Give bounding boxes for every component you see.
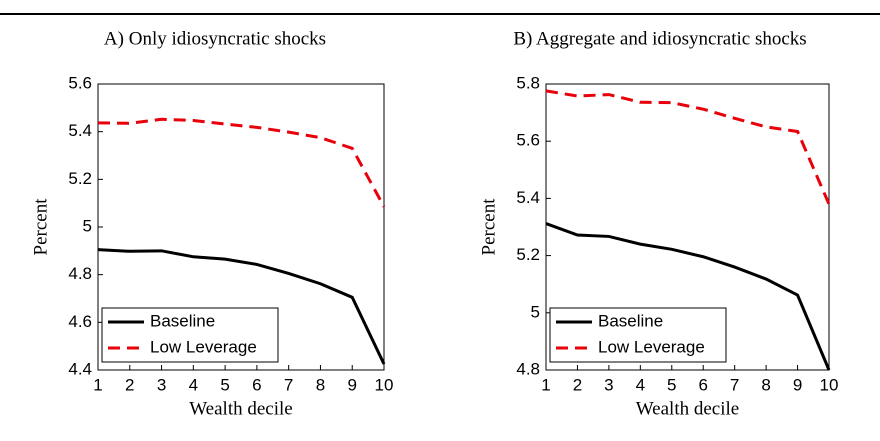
y-axis-label: Percent (30, 198, 51, 256)
y-tick-label: 4.8 (516, 359, 540, 378)
x-tick-label: 3 (157, 375, 166, 394)
legend-label: Low Leverage (598, 337, 705, 356)
x-tick-label: 6 (252, 375, 261, 394)
legend-label: Baseline (598, 311, 663, 330)
y-axis-label: Percent (478, 198, 499, 256)
y-tick-label: 5.6 (516, 131, 540, 150)
series-line (97, 248, 386, 365)
x-tick-label: 4 (636, 375, 645, 394)
x-tick-label: 10 (375, 375, 394, 394)
panel: A) Only idiosyncratic shocks 4.4 4.6 4.8 5 5.… (30, 28, 393, 419)
x-tick-label: 9 (793, 375, 802, 394)
y-tick-label: 5 (531, 302, 540, 321)
x-tick-label: 8 (761, 375, 770, 394)
y-tick-label: 5.6 (68, 73, 92, 92)
panel-title: B) Aggregate and idiosyncratic shocks (513, 28, 806, 49)
panel-title: A) Only idiosyncratic shocks (104, 28, 326, 49)
series-line (97, 117, 386, 208)
panel: B) Aggregate and idiosyncratic shocks 4.8… (478, 28, 838, 419)
y-tick-label: 5 (83, 216, 92, 235)
y-tick-label: 5.8 (516, 73, 540, 92)
x-axis-label: Wealth decile (189, 398, 292, 419)
x-tick-label: 6 (698, 375, 707, 394)
x-tick-label: 9 (347, 375, 356, 394)
x-tick-label: 1 (541, 375, 550, 394)
legend-box (549, 307, 727, 363)
legend-label: Low Leverage (150, 337, 257, 356)
x-tick-label: 7 (730, 375, 739, 394)
x-tick-label: 2 (125, 375, 134, 394)
y-tick-label: 4.8 (68, 264, 92, 283)
y-tick-label: 5.4 (68, 121, 92, 140)
legend-label: Baseline (150, 311, 215, 330)
x-tick-label: 3 (604, 375, 613, 394)
y-tick-label: 4.6 (68, 312, 92, 331)
series-line (545, 222, 831, 371)
series-line (545, 89, 831, 205)
y-tick-label: 4.4 (68, 359, 92, 378)
x-tick-label: 7 (284, 375, 293, 394)
y-tick-label: 5.2 (516, 245, 540, 264)
x-tick-label: 5 (667, 375, 676, 394)
x-tick-label: 2 (573, 375, 582, 394)
x-tick-label: 10 (820, 375, 839, 394)
x-tick-label: 5 (220, 375, 229, 394)
x-tick-label: 8 (316, 375, 325, 394)
legend-box (101, 307, 279, 363)
x-tick-label: 4 (189, 375, 198, 394)
y-tick-label: 5.4 (516, 188, 540, 207)
y-tick-label: 5.2 (68, 169, 92, 188)
x-axis-label: Wealth decile (636, 398, 739, 419)
x-tick-label: 1 (93, 375, 102, 394)
